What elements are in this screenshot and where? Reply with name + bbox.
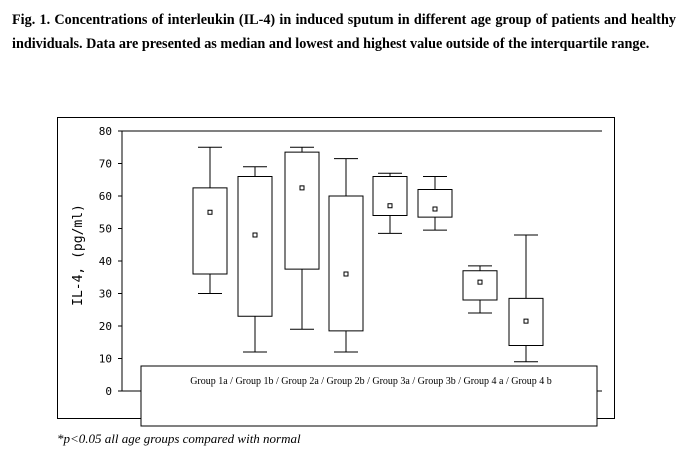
median-marker (299, 185, 305, 191)
box-group (417, 176, 453, 231)
median-marker (207, 209, 213, 215)
y-tick-label: 70 (99, 158, 112, 171)
interquartile-box (328, 195, 364, 332)
median-marker (477, 279, 483, 285)
y-tick-label: 80 (99, 125, 112, 138)
box-group (237, 166, 273, 353)
interquartile-box (417, 189, 453, 218)
box-group (372, 172, 408, 234)
y-tick-label: 60 (99, 190, 112, 203)
legend-box (140, 365, 598, 427)
box-group (508, 234, 544, 363)
y-tick-label: 30 (99, 288, 112, 301)
interquartile-box (192, 187, 228, 275)
interquartile-box (237, 176, 273, 317)
figure-caption: Fig. 1. Concentrations of interleukin (I… (12, 12, 676, 52)
y-tick-label: 10 (99, 353, 112, 366)
interquartile-box (462, 270, 498, 301)
box-group (328, 158, 364, 353)
median-marker (387, 203, 393, 209)
box-group (462, 265, 498, 314)
y-axis-label: IL-4, (pg/ml) (71, 204, 86, 306)
y-tick-label: 0 (105, 385, 112, 398)
median-marker (432, 206, 438, 212)
legend: Group 1a / Group 1b / Group 2a / Group 2… (140, 365, 598, 427)
box-group (192, 146, 228, 294)
legend-text: Group 1a / Group 1b / Group 2a / Group 2… (190, 376, 552, 387)
box-group (284, 146, 320, 330)
y-tick-label: 20 (99, 320, 112, 333)
y-tick-label: 40 (99, 255, 112, 268)
median-marker (252, 232, 258, 238)
y-axis-ticks: 0 10 20 30 40 50 60 70 80 (99, 125, 122, 398)
interquartile-box (372, 176, 408, 216)
box-series (192, 146, 544, 363)
interquartile-box (284, 151, 320, 270)
median-marker (343, 271, 349, 277)
median-marker (523, 318, 529, 324)
y-tick-label: 50 (99, 223, 112, 236)
footnote: *p<0.05 all age groups compared with nor… (57, 431, 301, 446)
